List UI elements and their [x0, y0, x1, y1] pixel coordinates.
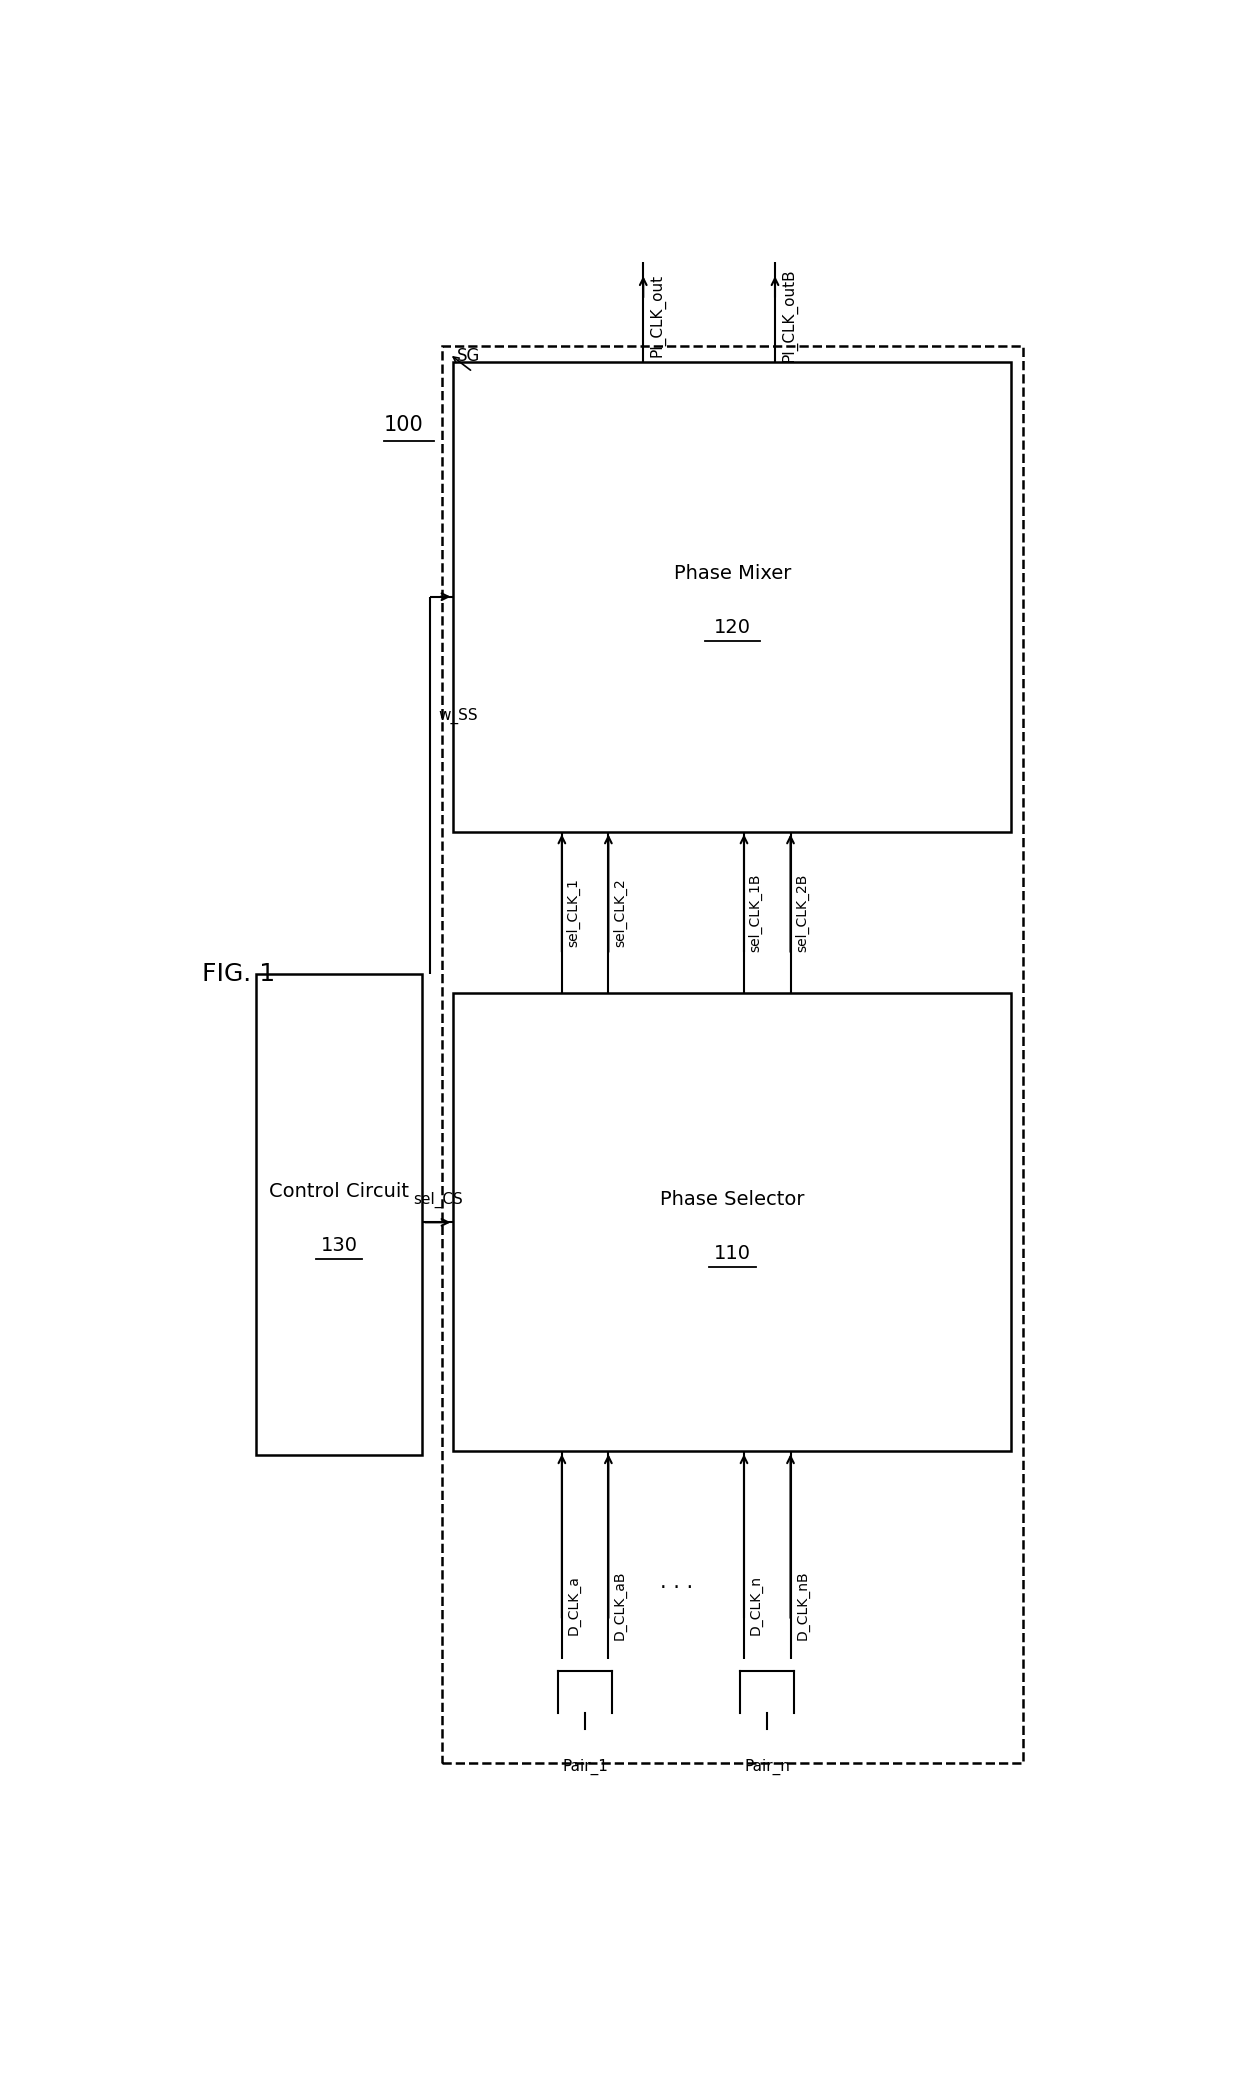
Text: . . .: . . .	[660, 1572, 693, 1593]
Text: SG: SG	[458, 348, 481, 365]
Text: 120: 120	[714, 617, 751, 638]
Text: PI_CLK_out: PI_CLK_out	[650, 273, 666, 357]
Bar	[255, 974, 423, 1455]
Text: sel_CLK_1: sel_CLK_1	[567, 878, 580, 947]
Text: D_CLK_aB: D_CLK_aB	[613, 1570, 627, 1641]
Text: Control Circuit: Control Circuit	[269, 1182, 409, 1201]
Text: PI_CLK_outB: PI_CLK_outB	[781, 269, 797, 363]
Text: 100: 100	[383, 415, 423, 436]
Bar	[454, 363, 1012, 832]
Text: Phase Mixer: Phase Mixer	[673, 565, 791, 584]
Text: Phase Selector: Phase Selector	[660, 1191, 805, 1209]
Bar	[441, 346, 1023, 1764]
Bar	[454, 992, 1012, 1451]
Text: 130: 130	[321, 1236, 357, 1255]
Text: w_SS: w_SS	[438, 709, 477, 723]
Text: sel_CLK_2B: sel_CLK_2B	[795, 874, 810, 951]
Text: sel_CS: sel_CS	[413, 1193, 463, 1209]
Text: Pair_1: Pair_1	[562, 1760, 608, 1774]
Text: FIG. 1: FIG. 1	[201, 961, 274, 986]
Text: D_CLK_n: D_CLK_n	[749, 1576, 763, 1635]
Text: sel_CLK_2: sel_CLK_2	[613, 878, 627, 947]
Text: Pair_n: Pair_n	[744, 1760, 790, 1774]
Text: 110: 110	[714, 1243, 751, 1264]
Text: D_CLK_nB: D_CLK_nB	[795, 1570, 810, 1641]
Text: sel_CLK_1B: sel_CLK_1B	[749, 874, 763, 951]
Text: D_CLK_a: D_CLK_a	[567, 1576, 580, 1635]
